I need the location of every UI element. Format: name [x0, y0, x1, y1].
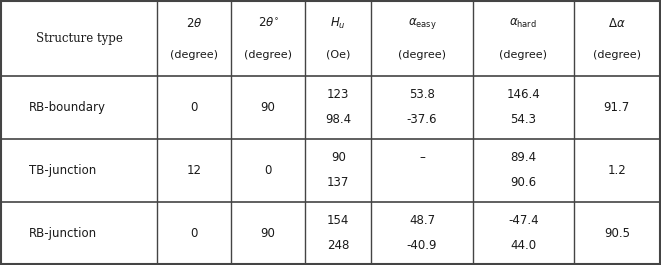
Text: 48.7: 48.7	[409, 214, 435, 227]
Text: 0: 0	[264, 164, 272, 176]
Text: 90: 90	[260, 227, 276, 240]
Text: $2\theta^{\circ}$: $2\theta^{\circ}$	[258, 16, 279, 30]
Text: (Oe): (Oe)	[326, 50, 350, 60]
Text: 12: 12	[186, 164, 202, 176]
Text: 91.7: 91.7	[603, 101, 630, 114]
Text: (degree): (degree)	[398, 50, 446, 60]
Text: Structure type: Structure type	[36, 32, 123, 45]
Text: $\Delta\alpha$: $\Delta\alpha$	[608, 17, 625, 30]
Text: 90: 90	[331, 151, 346, 164]
Text: 0: 0	[190, 101, 198, 114]
Text: -40.9: -40.9	[407, 239, 438, 252]
Text: (degree): (degree)	[593, 50, 641, 60]
Text: $\alpha_{\mathregular{easy}}$: $\alpha_{\mathregular{easy}}$	[408, 16, 436, 30]
Text: 146.4: 146.4	[506, 88, 540, 101]
Text: RB-junction: RB-junction	[29, 227, 97, 240]
Text: 1.2: 1.2	[607, 164, 626, 176]
Text: $\alpha_{\mathregular{hard}}$: $\alpha_{\mathregular{hard}}$	[510, 16, 537, 30]
Text: (degree): (degree)	[499, 50, 547, 60]
Text: $H_u$: $H_u$	[330, 16, 346, 31]
Text: (degree): (degree)	[170, 50, 218, 60]
Text: –: –	[419, 151, 425, 164]
Text: 53.8: 53.8	[409, 88, 435, 101]
Text: 90.5: 90.5	[604, 227, 630, 240]
Text: 0: 0	[190, 227, 198, 240]
Text: 248: 248	[327, 239, 350, 252]
Text: -37.6: -37.6	[407, 113, 438, 126]
Text: 90: 90	[260, 101, 276, 114]
Text: RB-boundary: RB-boundary	[29, 101, 106, 114]
Text: 137: 137	[327, 176, 350, 189]
Text: 54.3: 54.3	[510, 113, 536, 126]
Text: 44.0: 44.0	[510, 239, 536, 252]
Text: -47.4: -47.4	[508, 214, 539, 227]
Text: 90.6: 90.6	[510, 176, 536, 189]
Text: 98.4: 98.4	[325, 113, 352, 126]
Text: TB-junction: TB-junction	[29, 164, 97, 176]
Text: $2\theta$: $2\theta$	[186, 17, 202, 30]
Text: 154: 154	[327, 214, 350, 227]
Text: 89.4: 89.4	[510, 151, 536, 164]
Text: 123: 123	[327, 88, 350, 101]
Text: (degree): (degree)	[244, 50, 292, 60]
